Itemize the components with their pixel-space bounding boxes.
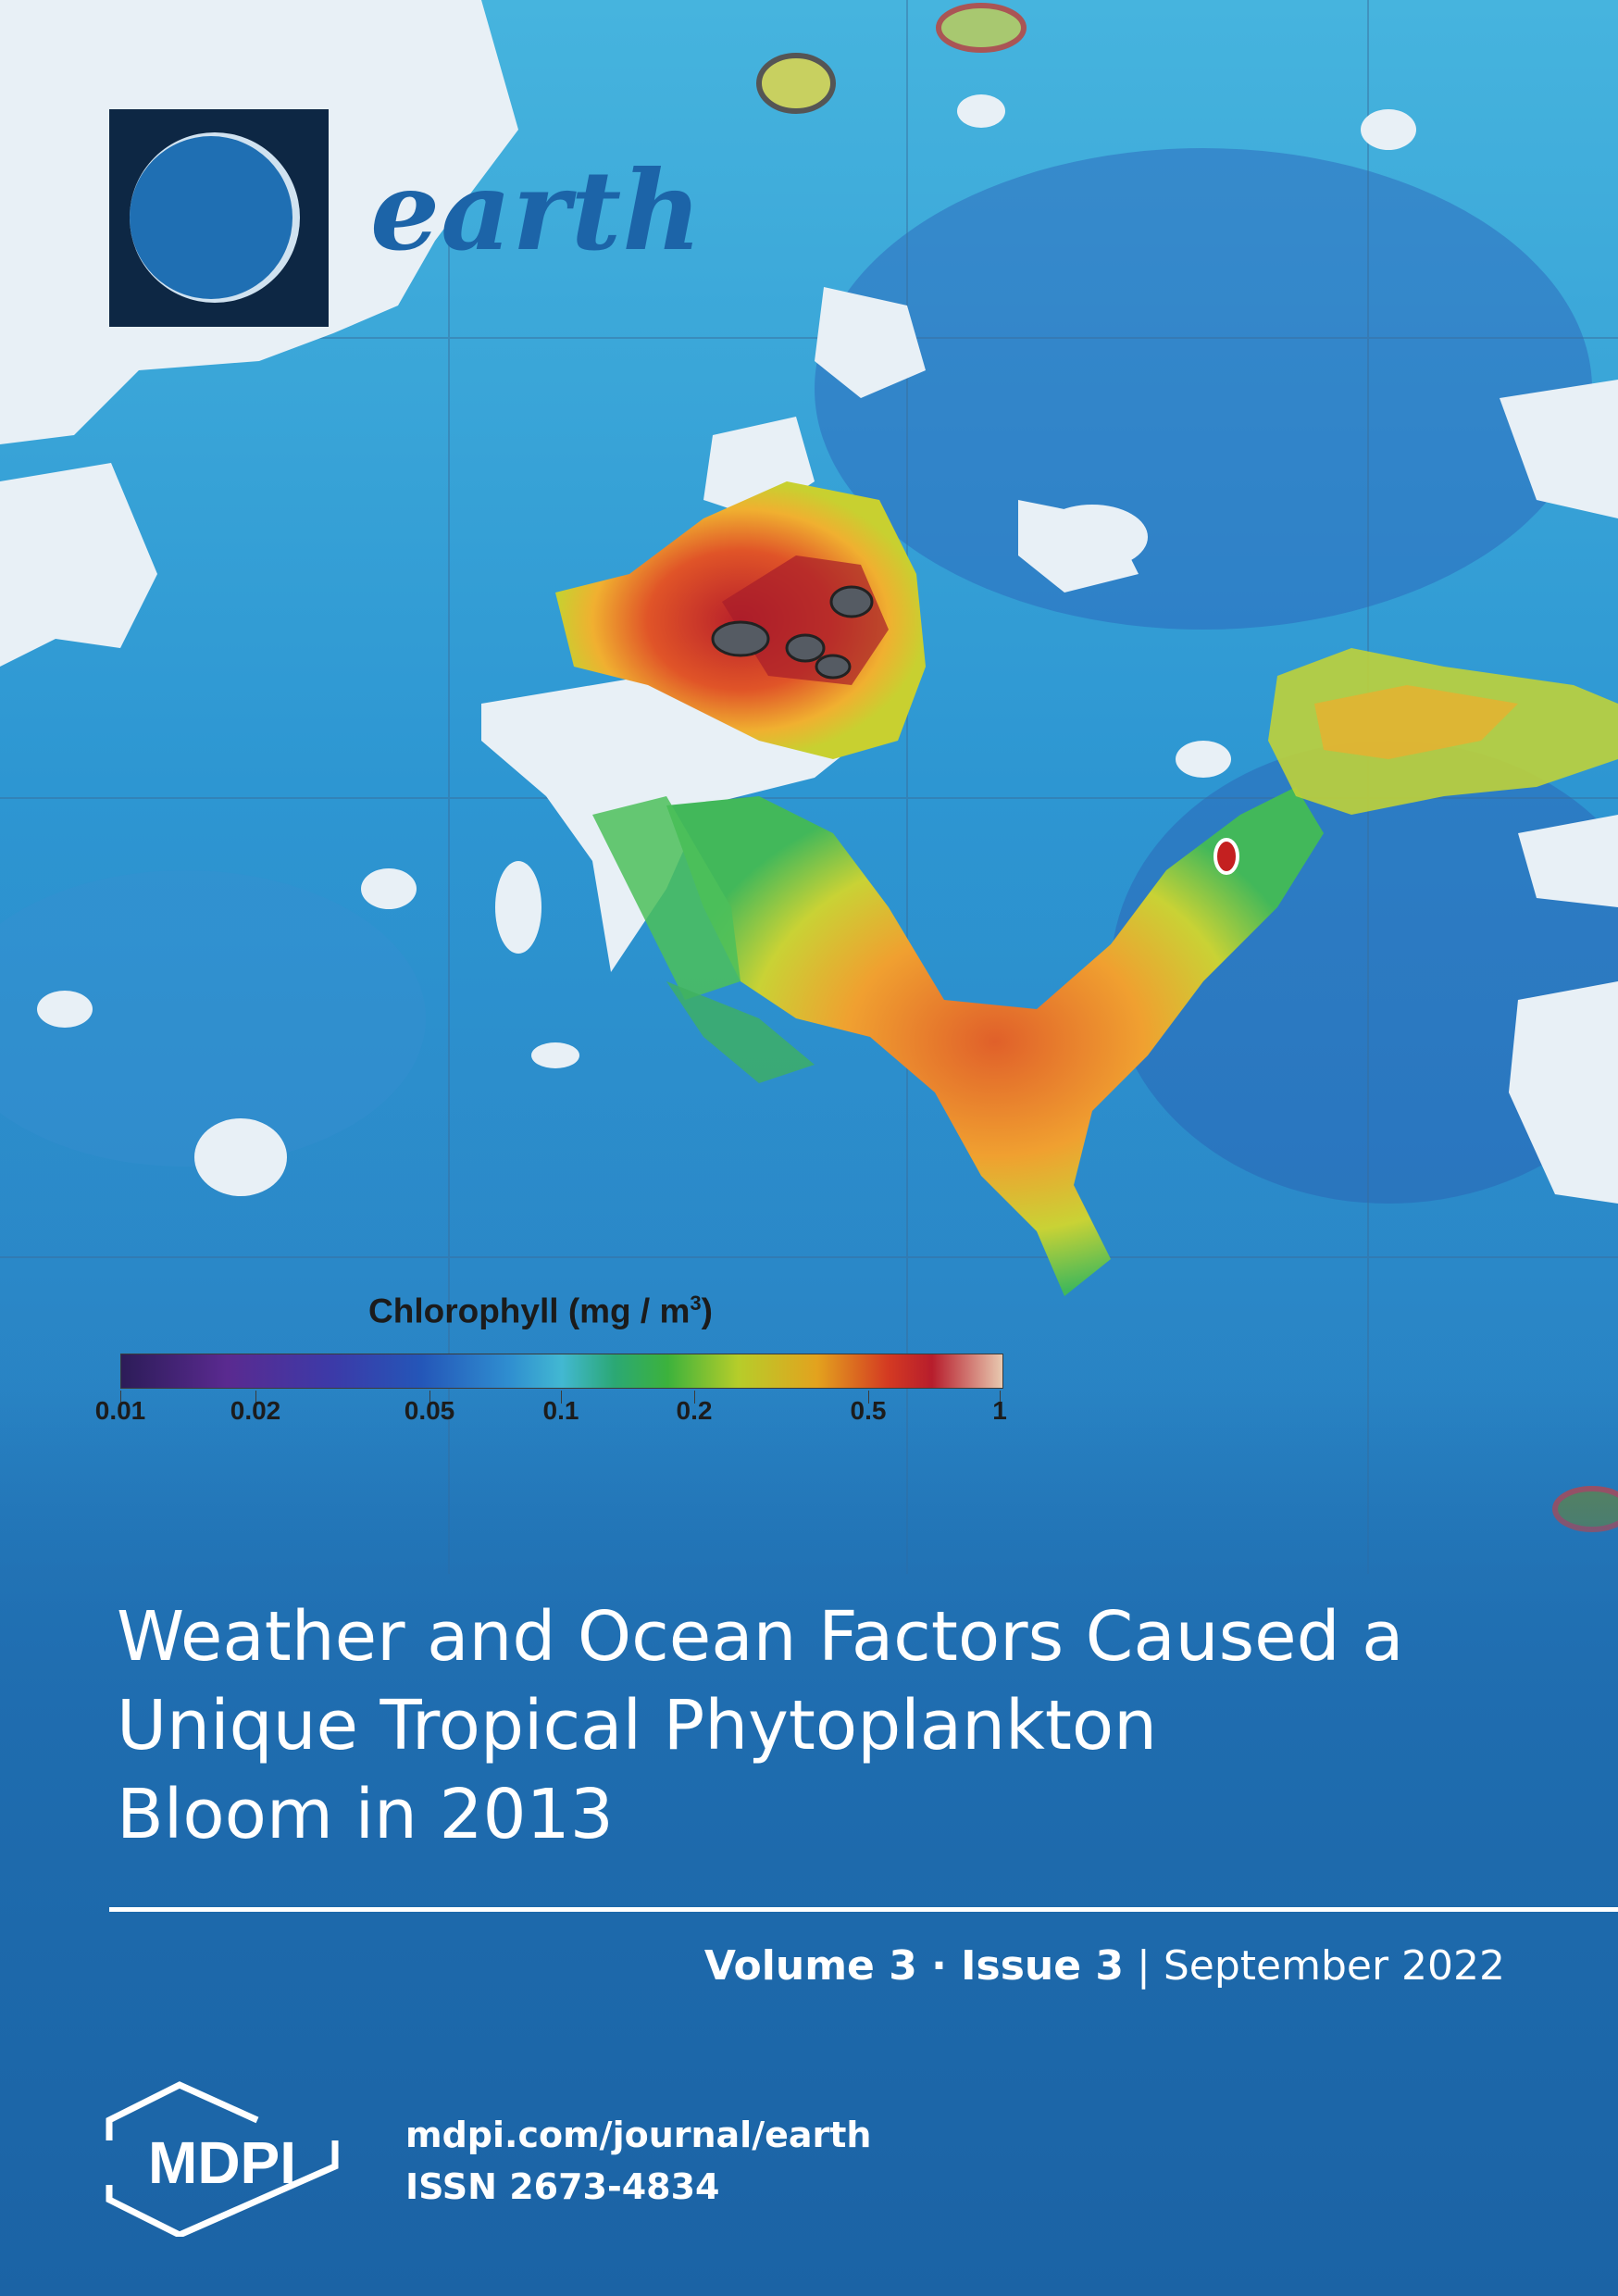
issue-date: September 2022 xyxy=(1163,1942,1505,1990)
issue-separator: · xyxy=(916,1942,962,1990)
colorbar-tick-label: 1 xyxy=(992,1396,1007,1425)
colorbar-tick-label: 0.5 xyxy=(850,1396,887,1425)
colorbar-tick xyxy=(255,1391,256,1404)
issue-info: Volume 3 · Issue 3 | September 2022 xyxy=(704,1942,1505,1990)
article-title-line: Bloom in 2013 xyxy=(117,1775,614,1854)
colorbar-tick xyxy=(561,1391,562,1404)
colorbar-tick xyxy=(429,1391,430,1404)
journal-url: mdpi.com/journal/earth xyxy=(405,2115,872,2155)
issue-divider: | xyxy=(1124,1942,1164,1990)
article-title-line: Unique Tropical Phytoplankton xyxy=(117,1686,1158,1766)
colorbar-tick xyxy=(120,1391,121,1404)
article-title-line: Weather and Ocean Factors Caused a xyxy=(117,1597,1404,1677)
journal-issn: ISSN 2673-4834 xyxy=(405,2166,720,2207)
volume-label: Volume 3 xyxy=(703,1942,917,1990)
divider-rule xyxy=(109,1907,1618,1912)
planet-circle-icon xyxy=(130,132,300,303)
issue-label: Issue 3 xyxy=(961,1942,1125,1990)
mdpi-logo-icon: MDPI xyxy=(106,2081,339,2237)
background-gradient xyxy=(0,1389,1618,2296)
colorbar-tick xyxy=(694,1391,695,1404)
journal-logo-icon xyxy=(109,109,329,327)
colorbar-tick-label: 0.05 xyxy=(404,1396,455,1425)
colorbar-tick xyxy=(1000,1391,1001,1404)
chlorophyll-colorbar xyxy=(120,1354,1003,1389)
colorbar-tick xyxy=(868,1391,869,1404)
colorbar-tick-label: 0.02 xyxy=(230,1396,281,1425)
article-title: Weather and Ocean Factors Caused a Uniqu… xyxy=(117,1592,1542,1859)
chlorophyll-satellite-map xyxy=(0,0,1618,1574)
mdpi-logo-text: MDPI xyxy=(148,2129,296,2196)
colorbar-tick-label: 0.1 xyxy=(542,1396,579,1425)
journal-name: earth xyxy=(370,146,703,275)
colorbar-title: Chlorophyll (mg / m3) xyxy=(368,1292,713,1330)
colorbar-tick-label: 0.01 xyxy=(94,1396,146,1425)
colorbar-tick-label: 0.2 xyxy=(676,1396,713,1425)
